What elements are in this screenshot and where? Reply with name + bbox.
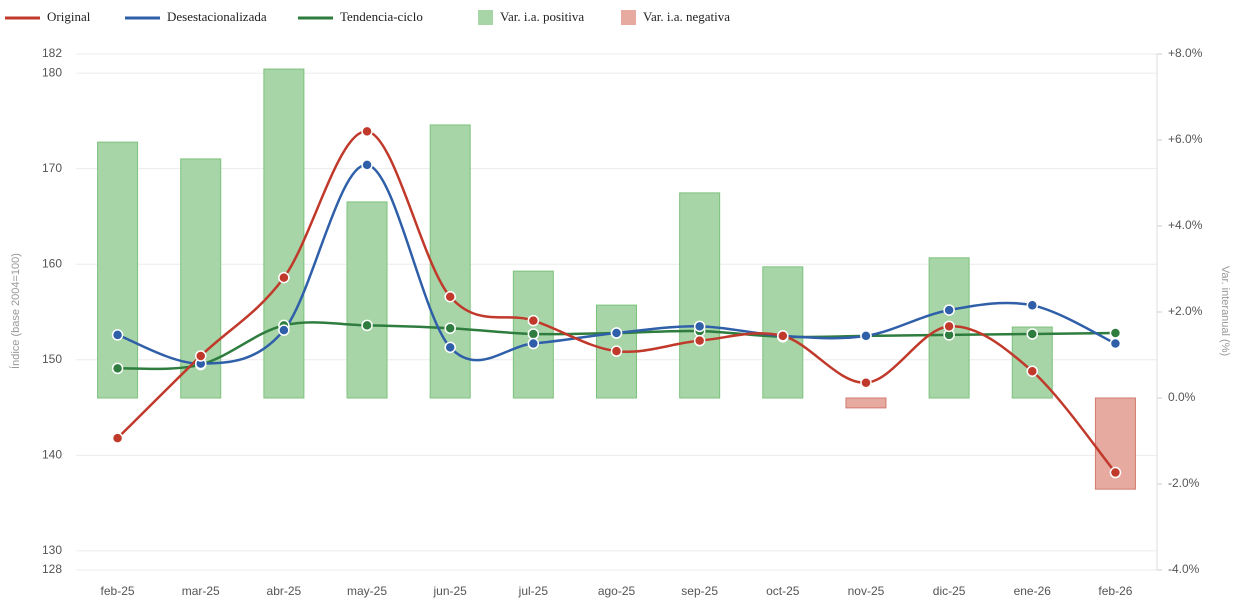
bar [263, 68, 305, 399]
y2-tick-label: +2.0% [1168, 304, 1203, 318]
x-tick-label: ago-25 [598, 584, 636, 598]
legend-label: Var. i.a. negativa [643, 9, 730, 24]
x-tick-label: feb-25 [101, 584, 135, 598]
point [361, 125, 373, 138]
point [1026, 299, 1039, 312]
point [444, 322, 456, 334]
legend-label: Var. i.a. positiva [500, 9, 584, 24]
point [1109, 337, 1122, 350]
point [111, 329, 124, 341]
y-tick-label: 150 [42, 352, 62, 366]
point [527, 337, 540, 350]
point [943, 320, 955, 333]
x-tick-label: jun-25 [433, 584, 468, 598]
bar [97, 141, 139, 399]
point [1109, 327, 1122, 339]
x-tick-label: oct-25 [766, 584, 800, 598]
y-tick-label: 128 [42, 562, 62, 576]
x-tick-label: nov-25 [848, 584, 885, 598]
x-tick-label: sep-25 [681, 584, 718, 598]
y2-tick-label: +6.0% [1168, 132, 1203, 146]
point [610, 345, 623, 357]
y2-axis-label: Var. interanual (%) [1219, 266, 1231, 356]
bar [845, 397, 887, 409]
y-tick-label: 130 [42, 543, 62, 557]
x-tick-label: may-25 [347, 584, 387, 598]
bar [429, 124, 471, 399]
point [693, 334, 706, 347]
point [1026, 328, 1039, 340]
point [777, 330, 789, 342]
point [943, 304, 955, 316]
x-tick-label: mar-25 [182, 584, 220, 598]
point [278, 271, 290, 284]
point [1109, 466, 1122, 479]
point [693, 320, 706, 333]
y-tick-label: 182 [42, 46, 62, 60]
y-tick-label: 140 [42, 448, 62, 462]
point [1026, 365, 1039, 377]
y2-tick-label: -4.0% [1168, 562, 1200, 576]
y2-tick-label: -2.0% [1168, 476, 1200, 490]
x-tick-label: dic-25 [933, 584, 966, 598]
point [527, 328, 540, 340]
y2-tick-label: +8.0% [1168, 46, 1203, 60]
x-tick-label: abr-25 [267, 584, 302, 598]
legend-label: Desestacionalizada [167, 9, 267, 24]
y-axis-label: Índice (base 2004=100) [9, 253, 22, 369]
point [278, 324, 290, 336]
x-tick-label: jul-25 [518, 584, 549, 598]
legend-swatch [621, 10, 636, 25]
bar [679, 192, 721, 399]
point [111, 432, 124, 444]
y-tick-label: 160 [42, 256, 62, 270]
y-tick-label: 170 [42, 161, 62, 175]
legend-label: Original [47, 9, 91, 24]
point [860, 376, 872, 389]
point [361, 319, 373, 332]
legend-swatch [478, 10, 493, 25]
y2-tick-label: 0.0% [1168, 390, 1196, 404]
point [111, 362, 124, 375]
y-tick-label: 180 [42, 65, 62, 79]
bar [346, 201, 388, 399]
point [527, 314, 540, 327]
point [361, 159, 373, 171]
point [444, 341, 456, 354]
point [860, 330, 872, 342]
point [610, 327, 623, 339]
x-tick-label: ene-26 [1014, 584, 1052, 598]
x-tick-label: feb-26 [1098, 584, 1132, 598]
legend-label: Tendencia-ciclo [340, 9, 423, 24]
y2-tick-label: +4.0% [1168, 218, 1203, 232]
point [194, 350, 207, 362]
point [444, 290, 456, 303]
